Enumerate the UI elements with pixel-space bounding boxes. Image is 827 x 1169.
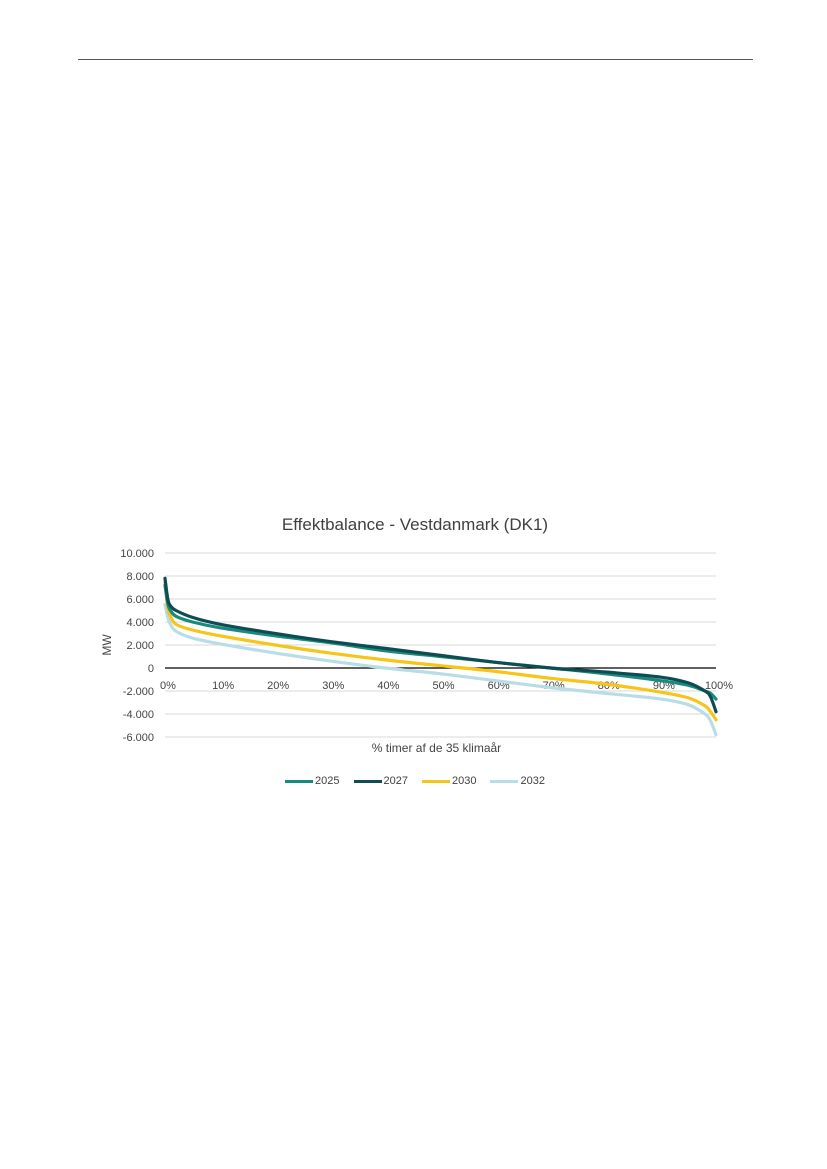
x-tick-label: 100% xyxy=(705,680,733,692)
legend-item-2030: 2030 xyxy=(422,775,476,787)
legend-swatch xyxy=(422,779,450,783)
y-tick-label: 10.000 xyxy=(120,548,154,560)
legend-label: 2027 xyxy=(383,775,408,787)
x-axis-title: % timer af de 35 klimaår xyxy=(372,741,501,755)
x-tick-label: 40% xyxy=(377,680,399,692)
chart-legend: 2025 2027 2030 2032 xyxy=(95,775,735,787)
series-line-2030 xyxy=(163,580,718,722)
y-tick-label: 8.000 xyxy=(126,571,154,583)
line-chart: 10.000 8.000 6.000 4.000 2.000 0 -2.000 -4.000 -… xyxy=(100,548,733,755)
legend-item-2025: 2025 xyxy=(285,775,340,787)
x-tick-label: 10% xyxy=(212,680,234,692)
chart-container: Effektbalance - Vestdanmark (DK1) 10.000… xyxy=(95,505,735,805)
y-tick-label: 0 xyxy=(148,663,154,675)
legend-label: 2030 xyxy=(452,775,477,787)
page-top-rule xyxy=(78,59,753,60)
legend-item-2027: 2027 xyxy=(353,775,408,787)
legend-swatch xyxy=(285,779,314,783)
legend-swatch xyxy=(353,779,382,783)
y-tick-label: -4.000 xyxy=(123,709,154,721)
legend-label: 2032 xyxy=(520,775,545,787)
legend-swatch xyxy=(490,779,519,783)
x-tick-label: 50% xyxy=(432,680,454,692)
y-tick-label: 4.000 xyxy=(126,617,154,629)
x-tick-label: 0% xyxy=(160,680,176,692)
series-line-2032 xyxy=(163,603,718,737)
y-axis-title: MW xyxy=(100,634,114,656)
x-tick-label: 30% xyxy=(322,680,344,692)
x-tick-label: 20% xyxy=(267,680,289,692)
legend-label: 2025 xyxy=(315,775,340,787)
chart-title: Effektbalance - Vestdanmark (DK1) xyxy=(281,515,549,534)
y-tick-label: 6.000 xyxy=(126,594,154,606)
y-tick-label: 2.000 xyxy=(126,640,154,652)
legend-item-2032: 2032 xyxy=(490,775,545,787)
series-line-2027 xyxy=(163,576,718,714)
y-tick-label: -6.000 xyxy=(123,732,154,744)
series-line-2025 xyxy=(163,583,718,701)
y-tick-label: -2.000 xyxy=(123,686,154,698)
